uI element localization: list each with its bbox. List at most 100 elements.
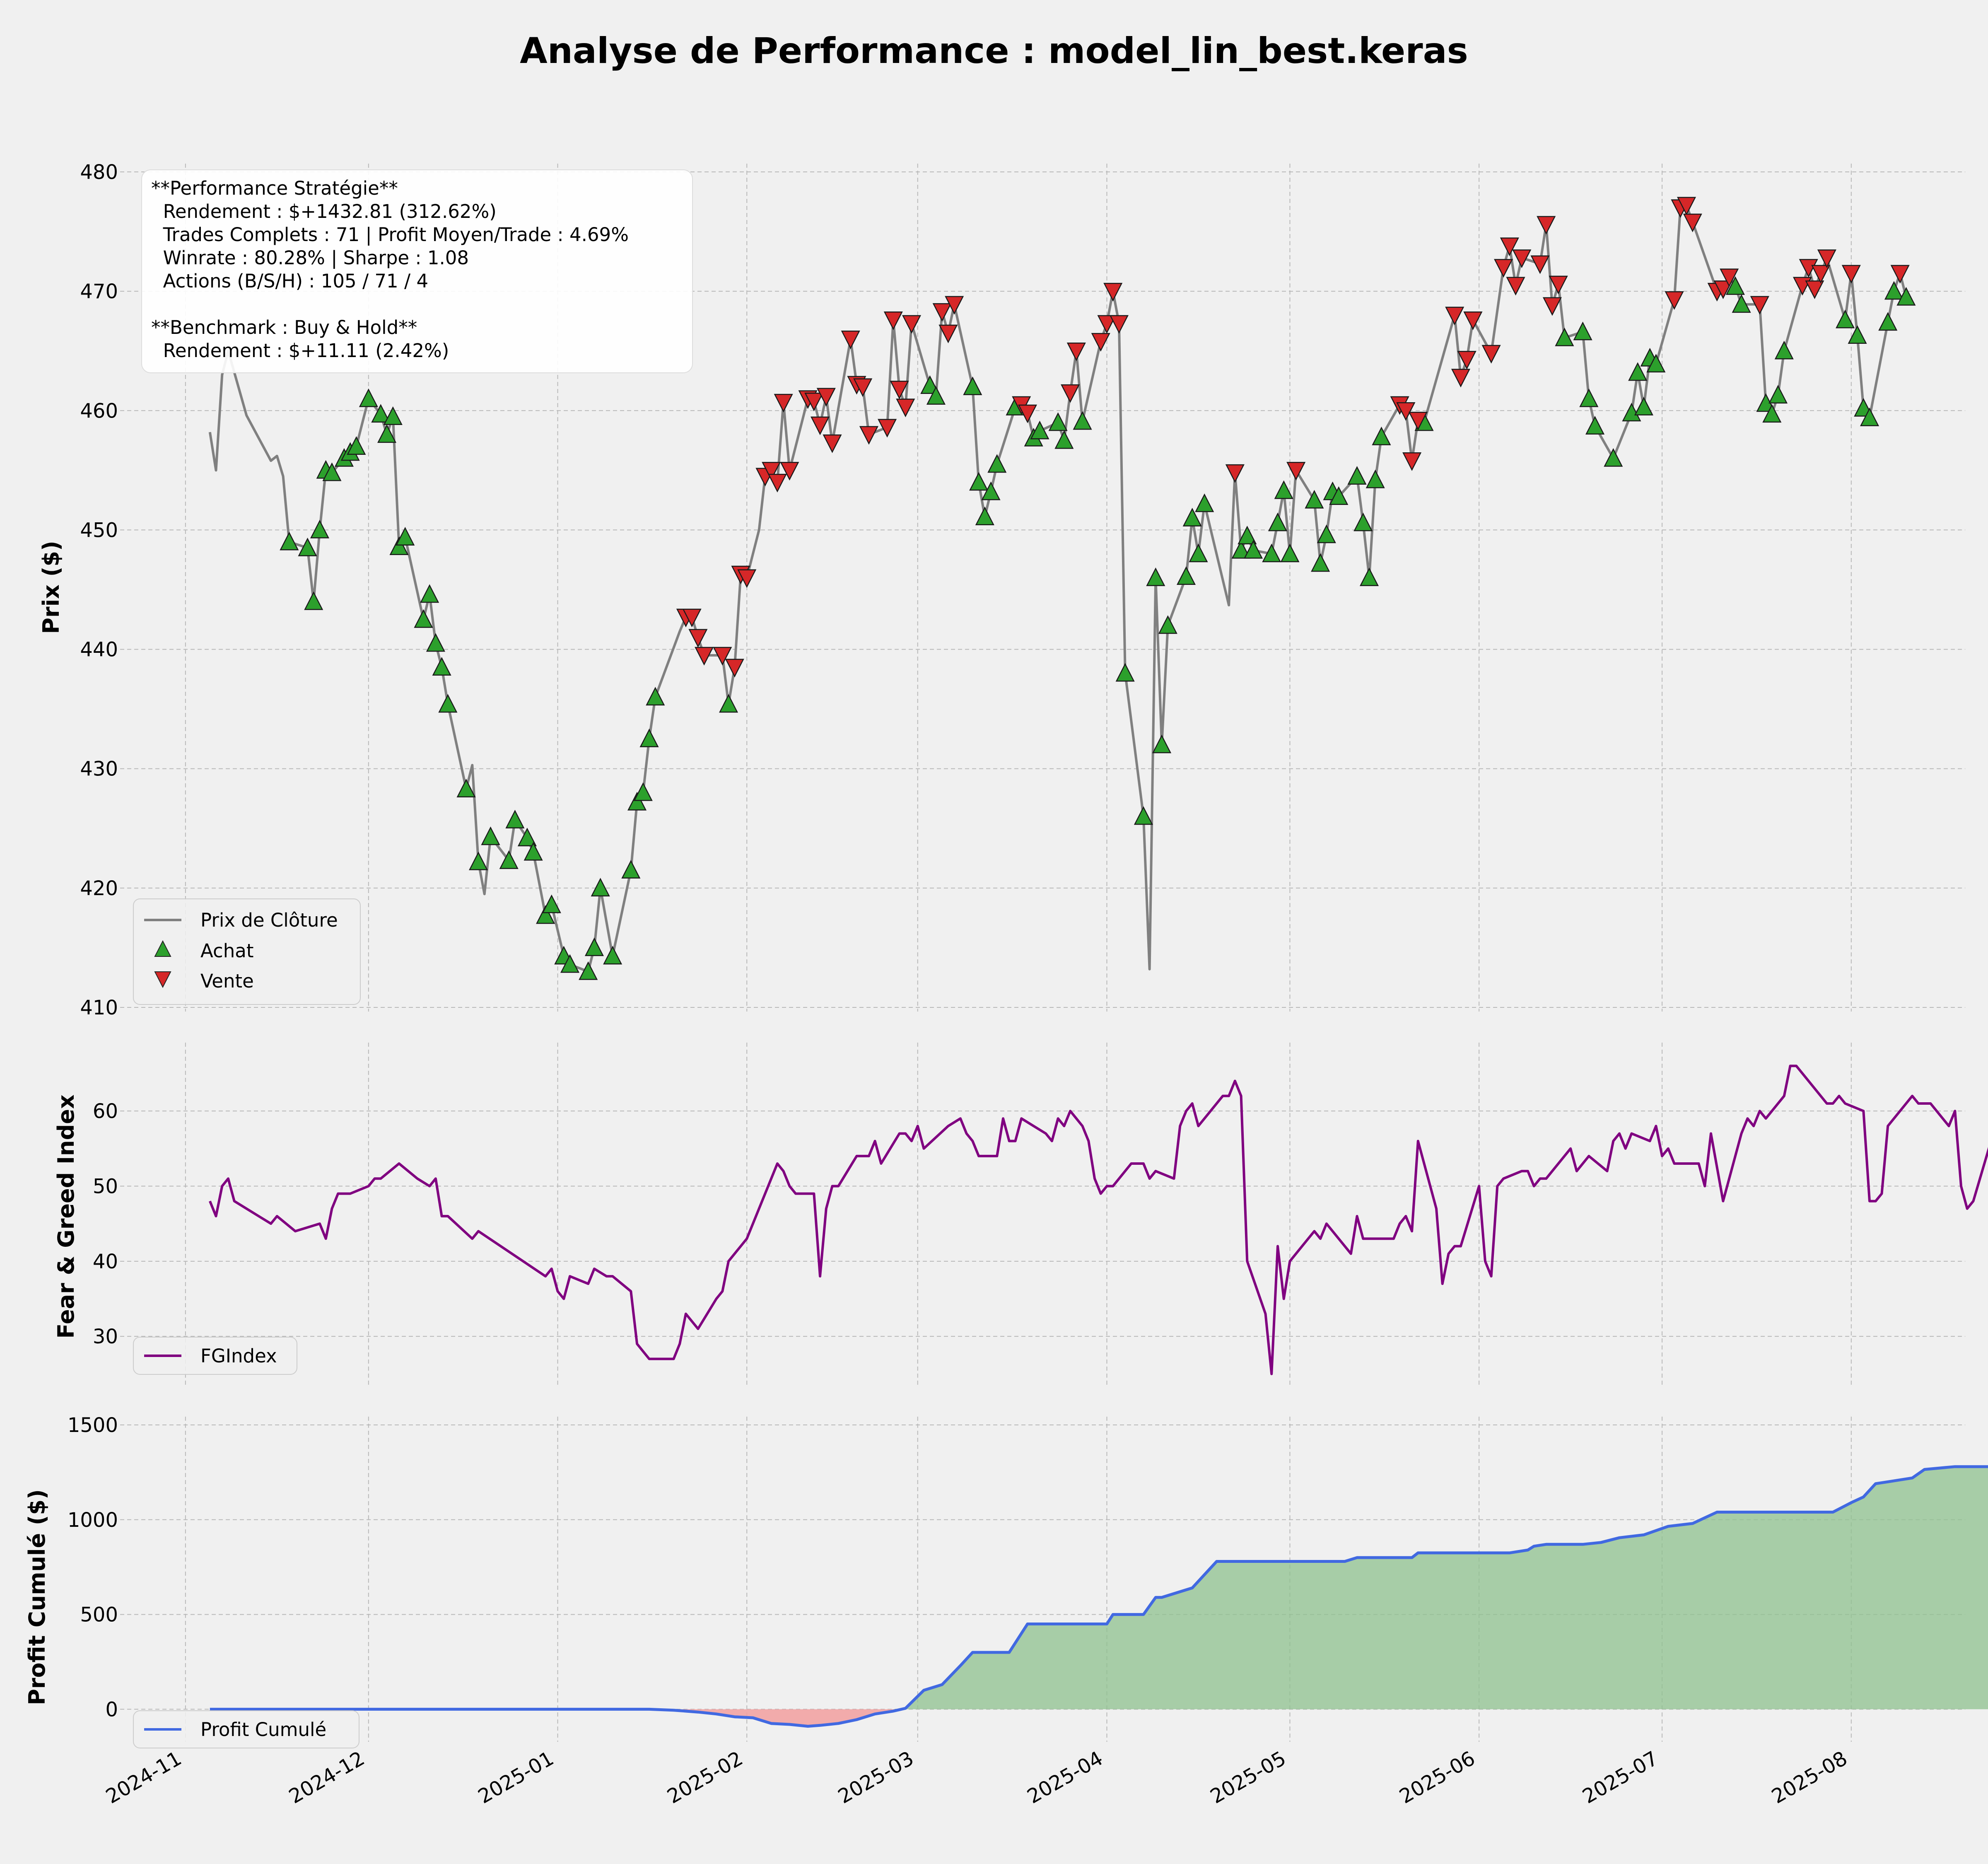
profit-line [210,1465,1988,1728]
buy-marker [1231,540,1251,559]
chart-title: Analyse de Performance : model_lin_best.… [520,30,1468,72]
sell-marker [810,416,830,435]
buy-marker [1573,321,1592,340]
profit-legend-frame [133,1710,359,1748]
buy-marker [505,809,525,828]
buy-marker [1725,276,1745,295]
buy-marker [1359,567,1379,586]
buy-markers [280,276,1916,980]
buy-marker [1555,327,1574,346]
y-tick-label: 0 [105,1698,118,1721]
buy-marker [304,591,323,610]
sell-marker [682,608,702,628]
sell-marker [1109,315,1129,334]
y-tick-label: 450 [80,519,118,542]
buy-marker [627,792,647,811]
sell-marker [1665,291,1684,310]
buy-marker [414,609,433,628]
fgindex-grid [120,1043,1965,1386]
sell-marker [695,647,714,666]
info-line-6: **Benchmark : Buy & Hold** [151,316,417,338]
info-line-2: Trades Complets : 71 | Profit Moyen/Trad… [151,224,629,246]
profit-positive-area [210,1466,1988,1709]
buy-marker [310,519,330,538]
buy-marker [1585,416,1605,435]
sell-marker [816,388,836,407]
sell-marker [939,324,958,343]
buy-marker [383,406,403,425]
sell-marker [945,296,964,315]
buy-marker [963,376,982,395]
y-tick-label: 460 [80,399,118,423]
legend-sell-icon [154,971,171,988]
profit-yticks: 0 500 1000 1500 [68,1414,118,1721]
sell-marker [896,398,915,418]
buy-marker [1134,806,1153,825]
sell-marker [737,569,757,588]
buy-marker [1628,362,1648,381]
buy-marker [1878,312,1898,331]
y-tick-label: 50 [93,1175,118,1198]
sell-marker [780,462,799,481]
buy-marker [1634,396,1653,415]
buy-marker [438,694,458,713]
legend-buy-label: Achat [200,940,253,962]
buy-marker [560,954,580,973]
buy-marker [1305,490,1324,509]
buy-marker [969,472,989,491]
sell-marker [1750,296,1769,315]
fgindex-panel: 30 40 50 60 Fear & Greed Index FGIndex [53,1043,1988,1386]
buy-marker [1646,354,1666,373]
info-line-0: **Performance Stratégie** [151,177,398,199]
buy-marker [517,828,537,847]
buy-marker [1762,404,1782,423]
buy-marker [1176,566,1196,585]
buy-marker [926,386,946,405]
buy-marker [639,728,659,747]
buy-marker [456,778,476,797]
sell-marker [1481,345,1501,364]
sell-marker [878,419,897,438]
sell-marker [853,378,873,397]
buy-marker [432,657,451,676]
buy-marker [280,531,299,551]
info-line-7: Rendement : $+11.11 (2.42%) [151,340,449,362]
sell-marker [713,647,732,666]
buy-marker [481,826,500,845]
sell-marker [767,473,787,493]
sell-marker [1463,311,1483,331]
buy-marker [1054,430,1074,449]
sell-marker [688,629,708,648]
price-grid [120,164,1965,1012]
profit-legend: Profit Cumulé [133,1710,359,1748]
buy-marker [1774,340,1794,360]
buy-marker [1048,412,1068,431]
info-box-frame [141,169,693,373]
buy-marker [591,878,610,897]
fgindex-yticks: 30 40 50 60 [93,1100,118,1348]
buy-marker [542,894,561,913]
sell-marker [1402,452,1422,471]
sell-marker [841,331,860,350]
price-yticks: 410 420 430 440 450 460 470 480 [80,161,118,1019]
buy-marker [1372,426,1391,445]
y-tick-label: 480 [80,161,118,184]
buy-marker [579,961,598,980]
sell-marker [1537,216,1556,235]
price-legend: Prix de Clôture Achat Vente [133,898,361,1005]
sell-marker [1805,280,1824,299]
buy-marker [1274,480,1293,499]
buy-marker [347,436,366,455]
sell-marker [1530,255,1550,274]
buy-marker [1189,543,1208,563]
buy-marker [646,687,665,706]
sell-marker [1677,197,1696,216]
legend-sell-label: Vente [200,970,254,992]
buy-marker [1073,411,1092,430]
buy-marker [298,537,317,556]
sell-marker [1683,213,1702,232]
sell-marker [1494,259,1513,278]
sell-marker [1445,307,1464,326]
y-tick-label: 410 [80,996,118,1019]
